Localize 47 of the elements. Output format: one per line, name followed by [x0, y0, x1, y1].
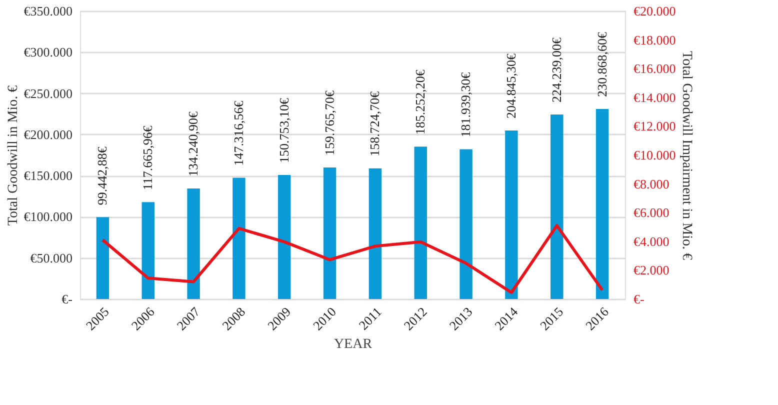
data-label: 117.665,96€	[140, 125, 156, 190]
bar	[414, 146, 427, 299]
bar	[368, 168, 382, 299]
y-axis-title: Total Goodwill in Mio. €	[6, 85, 21, 226]
bar	[142, 202, 154, 299]
y2-tick-label: €20.000	[634, 4, 676, 18]
line-series	[101, 224, 604, 294]
data-label: 134.240,90€	[186, 111, 201, 177]
y2-tick-label: €14.000	[634, 90, 676, 105]
data-label: 150.753,10€	[276, 97, 292, 163]
bar	[323, 168, 336, 299]
y2-tick-label: €-	[634, 292, 644, 306]
y2-tick-label: €18.000	[634, 32, 676, 48]
data-label: 181.939,30€	[458, 72, 474, 138]
y-tick-label: €300.000	[24, 44, 72, 60]
y-tick-label: €350.000	[24, 4, 72, 18]
data-label: 158.724,70€	[367, 90, 382, 156]
y-tick-label: €-	[62, 292, 72, 306]
bar	[460, 149, 472, 299]
bar	[232, 178, 246, 299]
bar	[187, 188, 200, 299]
y-tick-label: €150.000	[24, 168, 72, 184]
data-label: 159.765,70€	[322, 90, 337, 156]
data-label: 147.316,56€	[230, 100, 246, 166]
data-label: 230.868,60€	[594, 32, 610, 98]
bar	[278, 174, 291, 299]
bar	[550, 114, 564, 299]
bar	[505, 130, 518, 299]
data-label: 224.239,00€	[548, 36, 564, 102]
y-tick-label: €200.000	[24, 126, 72, 142]
y2-tick-label: €10.000	[634, 148, 676, 162]
data-label: 99.442,88€	[94, 146, 110, 206]
y2-tick-label: €12.000	[634, 118, 676, 134]
y2-tick-label: €2.000	[634, 262, 670, 278]
data-label: 185.252,20€	[412, 69, 428, 135]
y-tick-label: €250.000	[24, 86, 72, 101]
data-label: 204.845,30€	[503, 52, 518, 118]
y2-tick-label: €4.000	[634, 234, 670, 249]
y2-tick-label: €16.000	[634, 61, 676, 76]
bar	[96, 217, 110, 299]
bar	[596, 109, 609, 299]
x-axis-title: YEAR	[334, 337, 373, 352]
y2-tick-label: €6.000	[634, 205, 670, 220]
y-tick-label: €50.000	[30, 250, 72, 266]
y2-axis-title: Total Goodwill Impairment in Mio. €	[678, 51, 694, 260]
y-tick-label: €100.000	[24, 209, 72, 224]
y2-tick-label: €8.000	[634, 176, 670, 192]
